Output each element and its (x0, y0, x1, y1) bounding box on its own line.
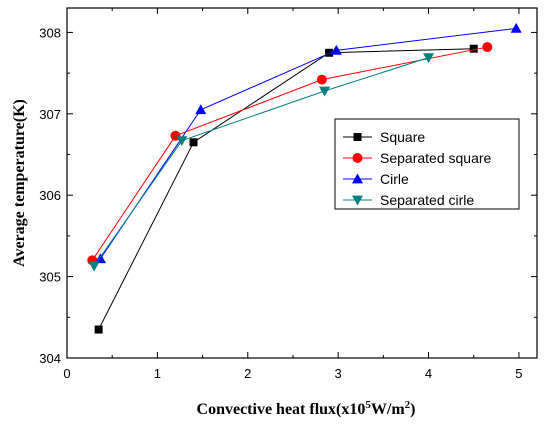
x-tick-label: 2 (244, 366, 251, 381)
data-point (176, 136, 188, 147)
data-point (195, 104, 207, 115)
legend-label: Cirle (380, 171, 409, 187)
series-line (91, 46, 488, 261)
series-layer (87, 22, 522, 334)
x-tick-label: 1 (154, 366, 161, 381)
data-point (482, 42, 493, 53)
data-point (423, 53, 435, 64)
y-tick-label: 305 (39, 270, 61, 285)
legend-item: Cirle (343, 171, 409, 187)
legend-marker (352, 173, 363, 184)
y-axis-title: Average temperature(K) (11, 99, 28, 267)
legend-item: Square (343, 129, 425, 145)
series-0 (94, 44, 478, 334)
data-point (316, 74, 327, 85)
data-point (319, 86, 331, 97)
data-point (189, 138, 198, 147)
x-tick-label: 3 (335, 366, 342, 381)
series-3 (88, 53, 435, 272)
x-tick-label: 0 (63, 366, 70, 381)
y-tick-label: 304 (39, 351, 61, 366)
data-point (510, 22, 522, 33)
y-tick-label: 308 (39, 25, 61, 40)
legend: Square Separated square Cirle Separated cir… (334, 118, 520, 210)
legend-marker (352, 195, 363, 206)
data-point (94, 325, 103, 334)
legend-box (334, 118, 520, 210)
series-line (93, 57, 429, 267)
y-tick-label: 306 (39, 188, 61, 203)
series-line (98, 48, 474, 330)
plot-frame (66, 7, 538, 359)
legend-label: Square (380, 129, 425, 145)
legend-marker (352, 153, 363, 163)
x-tick-label: 4 (425, 366, 432, 381)
legend-item: Separated square (343, 150, 492, 166)
y-tick-label: 307 (39, 107, 61, 122)
x-axis-title: Convective heat flux(x105W/m2) (197, 399, 416, 418)
data-point (469, 44, 478, 53)
legend-marker (353, 133, 362, 141)
legend-item: Separated cirle (343, 192, 474, 208)
data-point (88, 261, 100, 272)
data-point (325, 48, 334, 57)
axes: 0 1 2 3 4 5 304 305 306 307 308 (39, 8, 537, 381)
legend-items: Square Separated square Cirle Separated cir… (343, 129, 492, 208)
legend-label: Separated cirle (380, 192, 474, 208)
series-line (100, 27, 517, 259)
legend-label: Separated square (380, 150, 492, 166)
data-point (330, 44, 342, 55)
x-tick-label: 5 (515, 366, 522, 381)
